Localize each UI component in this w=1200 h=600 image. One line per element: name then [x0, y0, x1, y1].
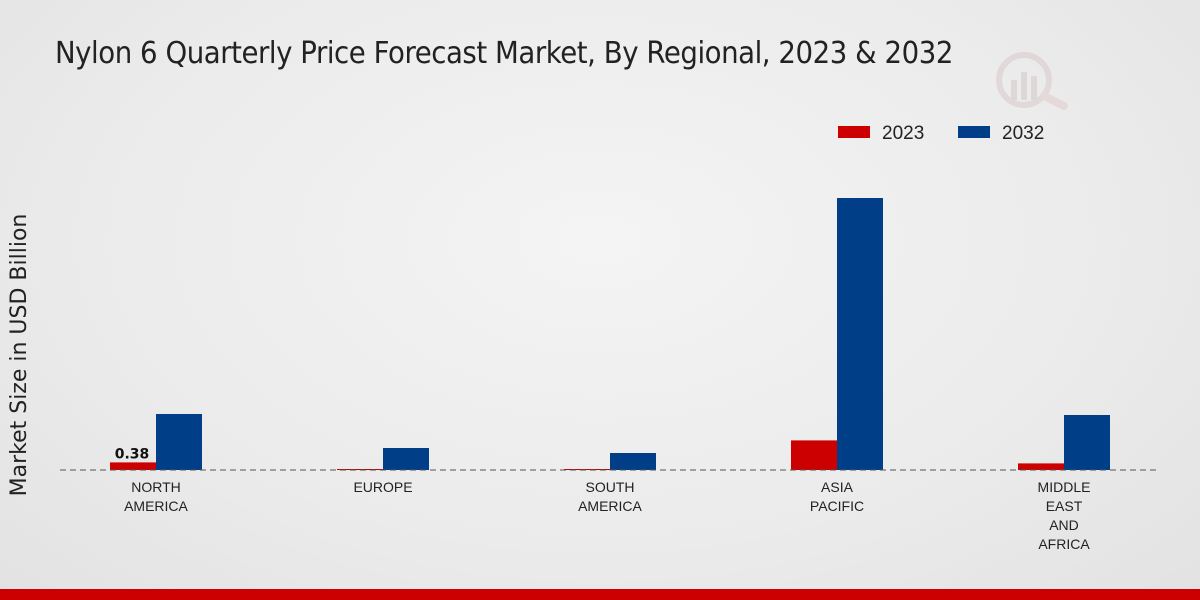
chart-title: Nylon 6 Quarterly Price Forecast Market,…	[55, 36, 953, 71]
data-labels: 0.38	[115, 446, 150, 462]
legend-swatch-2023	[838, 126, 870, 138]
x-tick-label: ASIA PACIFIC	[810, 479, 864, 514]
legend-label-2032: 2032	[1002, 123, 1044, 144]
bar-2023-asia-pacific	[791, 440, 837, 470]
x-tick-label-line: EUROPE	[353, 479, 412, 495]
x-tick-label-line: EAST	[1046, 498, 1083, 514]
x-tick-label-line: ASIA	[821, 479, 854, 495]
x-tick-label-line: AFRICA	[1038, 536, 1090, 552]
x-tick-label-line: SOUTH	[586, 479, 635, 495]
x-axis-labels: NORTH AMERICA EUROPE SOUTH AMERICA ASIA PACIFI…	[124, 479, 1090, 552]
bar-2032-middle-east-and-africa	[1064, 415, 1110, 470]
legend-label-2023: 2023	[882, 123, 924, 144]
x-tick-label: NORTH AMERICA	[124, 479, 188, 514]
bars-group	[110, 198, 1110, 470]
data-label: 0.38	[115, 446, 150, 462]
x-tick-label-line: PACIFIC	[810, 498, 864, 514]
x-tick-label-line: AND	[1049, 517, 1079, 533]
x-tick-label-line: MIDDLE	[1038, 479, 1091, 495]
bar-2032-south-america	[610, 453, 656, 470]
y-axis-label: Market Size in USD Billion	[7, 214, 32, 497]
x-tick-label-line: AMERICA	[578, 498, 642, 514]
bar-2023-middle-east-and-africa	[1018, 463, 1064, 470]
watermark-logo-icon	[996, 52, 1068, 110]
x-tick-label-line: AMERICA	[124, 498, 188, 514]
x-tick-label-line: NORTH	[131, 479, 181, 495]
bar-2023-north-america	[110, 462, 156, 470]
x-tick-label: SOUTH AMERICA	[578, 479, 642, 514]
bar-2023-south-america	[564, 469, 610, 470]
legend: 2023 2032	[838, 123, 1044, 144]
x-tick-label: MIDDLE EAST AND AFRICA	[1038, 479, 1091, 552]
bar-2032-europe	[383, 448, 429, 470]
bar-2032-asia-pacific	[837, 198, 883, 470]
x-tick-label: EUROPE	[353, 479, 412, 495]
legend-swatch-2032	[958, 126, 990, 138]
bar-2032-north-america	[156, 414, 202, 470]
bottom-accent-bar	[0, 589, 1200, 600]
